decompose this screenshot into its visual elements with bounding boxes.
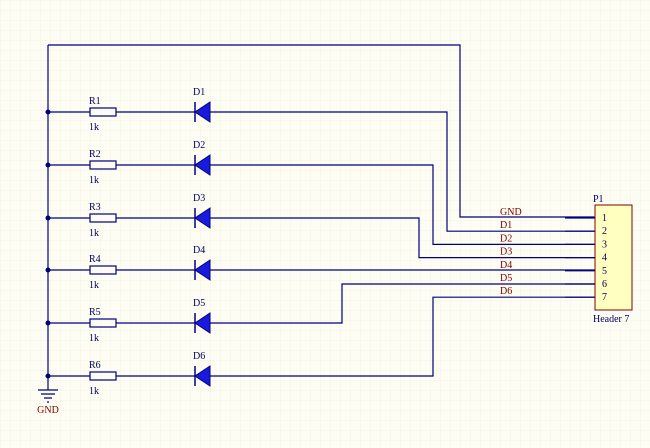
resistor-value: 1k	[89, 333, 99, 344]
diode-designator: D2	[193, 140, 205, 151]
pin-number: 5	[602, 266, 607, 277]
diode-designator: D1	[193, 87, 205, 98]
wire	[210, 283, 595, 324]
header-name: Header 7	[593, 314, 629, 325]
pin-number: 7	[602, 292, 607, 303]
diode-designator: D5	[193, 298, 205, 309]
net-label: D6	[500, 286, 512, 297]
resistor-value: 1k	[89, 175, 99, 186]
gnd-symbol	[38, 389, 58, 403]
net-label: D3	[500, 247, 512, 258]
resistor-designator: R2	[89, 149, 101, 160]
resistor	[89, 371, 117, 381]
net-label: D1	[500, 220, 512, 231]
diode-designator: D6	[193, 351, 205, 362]
resistor	[89, 160, 117, 170]
resistor-designator: R1	[89, 96, 101, 107]
wire	[210, 296, 595, 377]
wire	[210, 111, 595, 232]
resistor	[89, 318, 117, 328]
resistor-value: 1k	[89, 386, 99, 397]
diode-designator: D3	[193, 193, 205, 204]
header-designator: P1	[593, 194, 604, 205]
diode-designator: D4	[193, 245, 205, 256]
wire	[210, 217, 595, 259]
wire	[210, 164, 595, 245]
net-label: D4	[500, 260, 512, 271]
resistor-designator: R6	[89, 360, 101, 371]
gnd-label: GND	[37, 405, 59, 416]
net-label: D2	[500, 233, 512, 244]
resistor-designator: R4	[89, 254, 101, 265]
net-label: D5	[500, 273, 512, 284]
resistor	[89, 265, 117, 275]
net-label: GND	[500, 207, 522, 218]
resistor-value: 1k	[89, 122, 99, 133]
pin-number: 4	[602, 253, 607, 264]
pin-number: 3	[602, 239, 607, 250]
resistor-designator: R5	[89, 307, 101, 318]
header-body	[594, 204, 633, 311]
resistor	[89, 213, 117, 223]
resistor-value: 1k	[89, 228, 99, 239]
resistor-value: 1k	[89, 280, 99, 291]
resistor-designator: R3	[89, 202, 101, 213]
pin-number: 1	[602, 213, 607, 224]
resistor	[89, 107, 117, 117]
pin-number: 2	[602, 226, 607, 237]
pin-number: 6	[602, 279, 607, 290]
